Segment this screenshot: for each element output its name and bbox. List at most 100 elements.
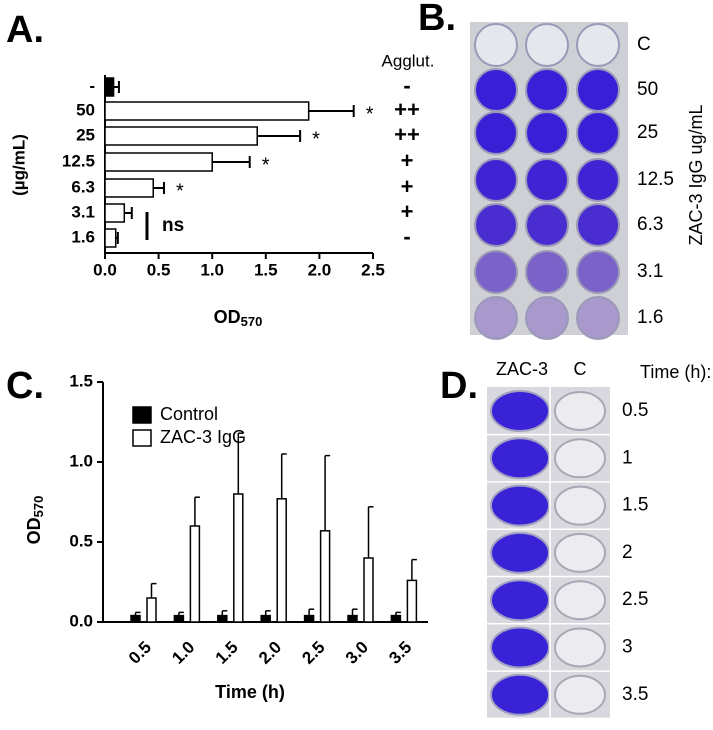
row-label: 6.3 bbox=[637, 214, 663, 235]
well bbox=[490, 579, 550, 622]
x-tick-label: 3.5 bbox=[385, 638, 415, 668]
y-tick-label: 50 bbox=[76, 100, 95, 119]
well bbox=[474, 23, 518, 67]
row-label: 3.5 bbox=[622, 684, 648, 705]
agglutination: ++ bbox=[394, 122, 420, 147]
well bbox=[576, 111, 620, 155]
x-tick-label: 2.0 bbox=[255, 638, 285, 668]
y-tick-label: 1.6 bbox=[71, 227, 95, 246]
x-tick-label: 0.0 bbox=[93, 260, 117, 279]
y-axis-label: OD570 bbox=[24, 496, 47, 545]
y-tick-label: 12.5 bbox=[62, 151, 95, 170]
row-label: 0.5 bbox=[622, 400, 648, 421]
bar bbox=[146, 597, 157, 623]
x-tick-label: 0.5 bbox=[125, 638, 155, 668]
y-tick-label: 0.0 bbox=[69, 611, 93, 630]
row-label: 12.5 bbox=[637, 169, 674, 190]
bar bbox=[233, 493, 244, 623]
bar bbox=[130, 614, 141, 623]
agglutination: - bbox=[403, 224, 410, 249]
well bbox=[490, 390, 550, 432]
row-label: 2 bbox=[622, 542, 633, 563]
well bbox=[554, 580, 606, 621]
bar bbox=[104, 152, 213, 172]
legend-label: Control bbox=[160, 404, 218, 424]
agglutination: + bbox=[401, 148, 414, 173]
agglutination: + bbox=[401, 199, 414, 224]
x-axis-label-text: OD bbox=[214, 307, 241, 327]
bar bbox=[276, 498, 287, 623]
y-tick-label: 0.5 bbox=[69, 531, 93, 550]
bar bbox=[363, 557, 374, 623]
bar bbox=[260, 614, 271, 623]
well bbox=[576, 23, 620, 67]
well bbox=[525, 203, 569, 247]
x-axis-label: Time (h) bbox=[215, 682, 285, 702]
x-tick-label: 2.5 bbox=[298, 638, 328, 668]
column-label: ZAC-3 bbox=[496, 359, 548, 379]
row-label: 1 bbox=[622, 447, 633, 468]
well bbox=[554, 674, 606, 715]
legend-label: ZAC-3 IgG bbox=[160, 427, 246, 447]
y-tick-label: 6.3 bbox=[71, 177, 95, 196]
row-label: 1.5 bbox=[622, 495, 648, 516]
x-tick-label: 1.5 bbox=[212, 638, 242, 668]
row-label: 3.1 bbox=[637, 261, 663, 282]
row-label: 1.6 bbox=[637, 307, 663, 328]
well bbox=[490, 437, 550, 480]
panel-label: A. bbox=[6, 9, 44, 51]
x-tick-label: 1.5 bbox=[254, 260, 278, 279]
row-label: 50 bbox=[637, 79, 658, 100]
well bbox=[525, 23, 569, 67]
y-tick-label: 1.5 bbox=[69, 371, 93, 390]
significance: * bbox=[176, 180, 184, 202]
well bbox=[554, 438, 606, 479]
well bbox=[525, 158, 569, 202]
y-tick-label: 25 bbox=[76, 125, 95, 144]
well bbox=[576, 296, 620, 340]
x-axis-label: OD570 bbox=[214, 307, 263, 330]
well bbox=[576, 203, 620, 247]
x-tick-label: 2.0 bbox=[308, 260, 332, 279]
well bbox=[474, 111, 518, 155]
well bbox=[554, 532, 606, 573]
row-label: C bbox=[637, 34, 651, 55]
bar bbox=[189, 525, 201, 623]
bar bbox=[104, 228, 117, 248]
y-tick-label: 1.0 bbox=[69, 451, 93, 470]
y-tick-label: - bbox=[89, 76, 95, 95]
well bbox=[525, 68, 569, 112]
time-header: Time (h): bbox=[640, 362, 711, 382]
panel-label: D. bbox=[440, 365, 478, 407]
bar bbox=[390, 614, 402, 623]
agglutination: + bbox=[401, 174, 414, 199]
x-tick-label: 1.0 bbox=[168, 638, 198, 668]
well bbox=[554, 391, 606, 431]
well bbox=[490, 531, 550, 574]
x-tick-label: 0.5 bbox=[147, 260, 171, 279]
well bbox=[576, 68, 620, 112]
y-axis-label: (µg/mL) bbox=[9, 134, 28, 196]
x-axis-label-sub: 570 bbox=[241, 314, 263, 329]
y-tick-label: 3.1 bbox=[71, 202, 95, 221]
significance: * bbox=[262, 154, 270, 176]
row-label: 3 bbox=[622, 637, 633, 658]
significance: * bbox=[312, 128, 320, 150]
well bbox=[576, 158, 620, 202]
bar bbox=[347, 614, 358, 623]
x-tick-label: 1.0 bbox=[200, 260, 224, 279]
well bbox=[576, 250, 620, 294]
bar bbox=[406, 579, 418, 623]
column-label: C bbox=[574, 359, 587, 379]
bar bbox=[104, 178, 154, 198]
panel-label: B. bbox=[418, 0, 456, 39]
legend-swatch bbox=[132, 429, 152, 447]
y-axis-label-sub: 570 bbox=[31, 496, 46, 518]
agglutination: - bbox=[403, 73, 410, 98]
bar bbox=[217, 614, 228, 623]
ns-label: ns bbox=[162, 215, 184, 236]
row-label: 25 bbox=[637, 122, 658, 143]
bar bbox=[104, 101, 310, 121]
bar bbox=[104, 126, 258, 146]
